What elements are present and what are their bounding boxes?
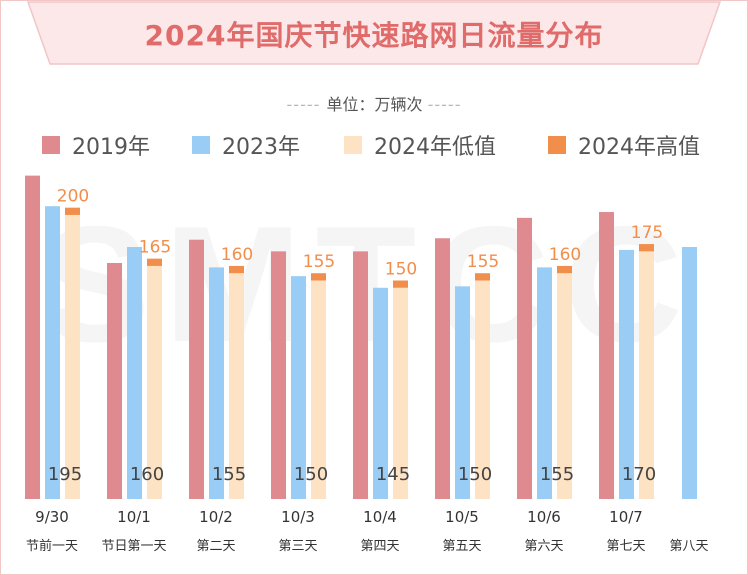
legend-label-2024-high: 2024年高值 [578,135,700,160]
data-label-2024-low: 155 [212,464,246,485]
legend-item-2019: 2019年 [42,130,150,160]
legend-swatch-2019 [42,136,60,154]
unit-dash-right: ----- [427,95,462,114]
chart-title: 2024年国庆节快速路网日流量分布 [144,19,604,52]
bar-2024-high [639,244,654,252]
unit-dash-left: ----- [286,95,327,114]
bar-2024-low [557,273,572,499]
bar-2023 [209,267,224,499]
bar-2024-high [475,273,490,281]
data-label-2024-low: 150 [294,464,328,485]
category-name-label: 第六天 [524,539,563,554]
bar-2024-high [147,258,162,266]
bar-2024-high [311,273,326,281]
bar-2023 [291,276,306,499]
legend-item-2024-low: 2024年低值 [344,130,496,160]
bar-2019 [25,175,40,499]
data-label-2024-low: 150 [458,464,492,485]
legend-label-2024-low: 2024年低值 [374,135,496,160]
bar-2023 [537,267,552,499]
category-name-label: 第七天 [606,539,645,554]
unit-label: 单位：万辆次 [326,95,423,114]
bar-2023 [45,206,60,499]
data-label-2024-high: 155 [303,252,335,272]
category-date-label: 10/1 [117,508,151,526]
title-banner [26,1,722,65]
data-label-2024-low: 145 [376,464,410,485]
category-date-label: 10/5 [445,508,479,526]
category-date-label: 10/2 [199,508,233,526]
legend-item-2024-high: 2024年高值 [548,130,700,160]
legend-label-2019: 2019年 [72,135,150,160]
bar-2019 [435,238,450,499]
bar-2024-low [393,287,408,499]
data-label-2024-high: 165 [139,238,171,258]
category-name-label: 节日第一天 [101,539,166,554]
bar-2024-high [229,265,244,274]
category-name-label: 第八天 [669,539,708,554]
legend-swatch-2023 [192,136,210,154]
bar-2019 [271,251,286,499]
bar-2024-low [229,273,244,499]
category-date-label: 10/3 [281,508,315,526]
data-label-2024-high: 200 [57,187,89,207]
bar-2023 [682,246,697,499]
data-label-2024-high: 150 [385,259,417,279]
data-label-2024-low: 160 [130,464,164,485]
bar-2019 [599,212,614,500]
bar-2024-high [557,265,572,274]
data-label-2024-high: 155 [467,252,499,272]
category-date-label: 10/4 [363,508,397,526]
legend: 2019年 2023年 2024年低值 2024年高值 [0,130,748,160]
bar-2024-low [147,265,162,499]
data-label-2024-high: 160 [221,245,253,265]
category-name-label: 第三天 [278,539,317,554]
category-name-label: 节前一天 [26,538,78,554]
category-name-label: 第四天 [360,539,399,554]
data-label-2024-high: 160 [549,245,581,265]
bar-2023 [127,246,142,499]
category-date-label: 10/7 [609,508,643,526]
bar-2019 [107,263,122,499]
bar-2023 [619,249,634,499]
legend-swatch-2024-high [548,136,566,154]
category-date-label: 9/30 [35,508,69,526]
unit-label-row: ----- 单位：万辆次 ----- [0,91,748,115]
bar-2024-low [65,214,80,500]
bar-2023 [455,286,470,499]
bar-2019 [189,239,204,499]
category-date-label: 10/6 [527,508,561,526]
bar-2019 [517,217,532,499]
bar-2023 [373,287,388,499]
data-label-2024-low: 195 [48,464,82,485]
bar-2024-low [311,280,326,499]
bar-2024-high [393,280,408,288]
category-name-label: 第五天 [442,539,481,554]
bar-2019 [353,251,368,499]
legend-label-2023: 2023年 [222,135,300,160]
bar-2024-low [639,251,654,499]
bar-2024-high [65,207,80,215]
data-label-2024-high: 175 [631,223,663,243]
category-name-label: 第二天 [196,539,235,554]
legend-item-2023: 2023年 [192,130,300,160]
data-label-2024-low: 170 [622,464,656,485]
bar-2024-low [475,280,490,499]
data-label-2024-low: 155 [540,464,574,485]
legend-swatch-2024-low [344,136,362,154]
